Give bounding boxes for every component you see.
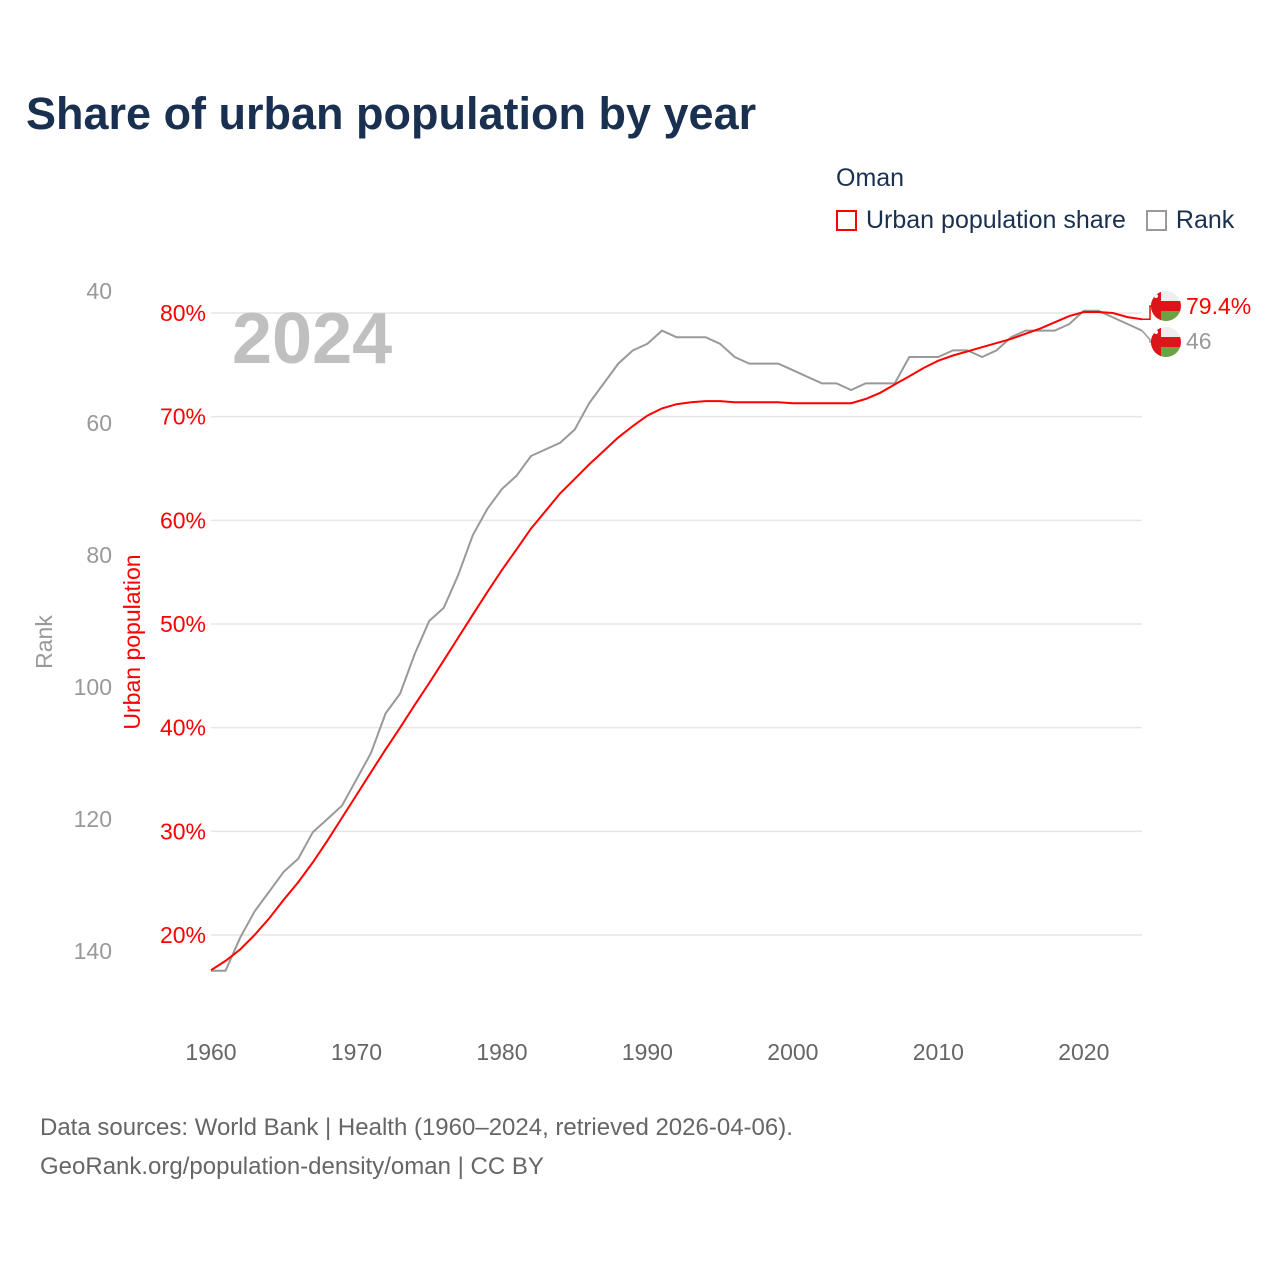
rank-tick-label: 80 xyxy=(86,542,112,568)
year-watermark: 2024 xyxy=(232,299,392,379)
x-tick-label: 2020 xyxy=(1058,1039,1109,1065)
legend-item-rank[interactable]: Rank xyxy=(1145,206,1235,235)
legend-label-urban: Urban population share xyxy=(866,206,1126,234)
rank-line xyxy=(211,309,1143,972)
source-link[interactable]: GeoRank.org/population-density/oman | CC… xyxy=(40,1153,544,1180)
data-source: Data sources: World Bank | Health (1960–… xyxy=(40,1114,793,1141)
rank-tick-label: 60 xyxy=(86,410,112,436)
rank-end-label: 46 xyxy=(1186,328,1212,354)
footer: Data sources: World Bank | Health (1960–… xyxy=(40,1108,793,1186)
urban-tick-label: 70% xyxy=(160,404,206,430)
urban-share-line xyxy=(210,311,1143,972)
legend-swatch-rank xyxy=(1145,210,1167,231)
urban-tick-label: 80% xyxy=(160,300,206,326)
rank-tick-label: 40 xyxy=(86,278,112,304)
rank-tick-label: 120 xyxy=(74,806,112,832)
x-tick-label: 1980 xyxy=(476,1039,527,1065)
legend-swatch-urban xyxy=(836,210,857,231)
urban-tick-label: 30% xyxy=(160,818,206,844)
legend-title: Oman xyxy=(836,164,905,192)
x-tick-label: 1990 xyxy=(622,1039,673,1065)
legend: Urban population share Rank xyxy=(836,206,1254,235)
rank-tick-label: 140 xyxy=(74,938,112,964)
oman-flag-icon xyxy=(1151,327,1181,357)
urban-tick-label: 20% xyxy=(160,922,206,948)
rank-axis-label: Rank xyxy=(31,615,57,669)
x-tick-label: 1960 xyxy=(185,1039,236,1065)
urban-tick-label: 60% xyxy=(160,507,206,533)
x-tick-label: 1970 xyxy=(331,1039,382,1065)
urban-tick-label: 40% xyxy=(160,715,206,741)
chart-title: Share of urban population by year xyxy=(26,88,757,139)
legend-label-rank: Rank xyxy=(1175,206,1235,234)
urban-end-label: 79.4% xyxy=(1186,293,1251,319)
legend-item-urban[interactable]: Urban population share xyxy=(836,206,1126,235)
urban-axis-label: Urban population xyxy=(119,554,145,729)
urban-tick-label: 50% xyxy=(160,611,206,637)
x-tick-label: 2000 xyxy=(767,1039,818,1065)
oman-flag-icon xyxy=(1151,291,1181,321)
x-tick-label: 2010 xyxy=(913,1039,964,1065)
rank-tick-label: 100 xyxy=(74,674,112,700)
